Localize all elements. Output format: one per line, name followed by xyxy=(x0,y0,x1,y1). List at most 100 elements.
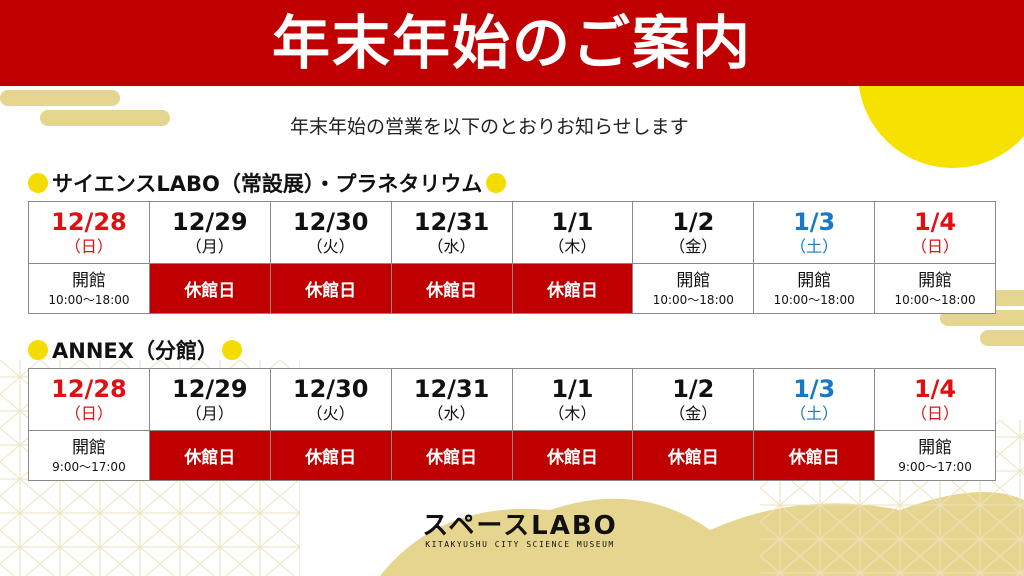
weekday-label: （日） xyxy=(64,403,113,423)
closed-label: 休館日 xyxy=(305,281,357,301)
date-label: 12/28 xyxy=(51,207,127,236)
opening-hours: 10:00～18:00 xyxy=(773,292,855,307)
date-label: 1/3 xyxy=(793,207,836,236)
weekday-label: （火） xyxy=(306,236,355,256)
date-cell: 1/4 （日） xyxy=(874,201,996,264)
closed-cell: 休館日 xyxy=(511,263,634,314)
schedule-table-science-labo: 12/28 （日） 12/29 （月） 12/30 （火） 12/31 （水） 1/1 （木） 1/… xyxy=(28,201,996,314)
open-cell: 開館 10:00～18:00 xyxy=(753,263,876,314)
closed-cell: 休館日 xyxy=(269,430,392,481)
status-row: 開館 9:00～17:00 休館日 休館日 休館日 休館日 休館日 休館日 開館 9:00～17:… xyxy=(28,430,996,481)
open-cell: 開館 10:00～18:00 xyxy=(874,263,996,314)
weekday-label: （土） xyxy=(790,403,839,423)
weekday-label: （水） xyxy=(427,403,476,423)
logo-wordmark: スペースLABO xyxy=(422,511,618,541)
closed-label: 休館日 xyxy=(667,448,719,468)
open-label: 開館 xyxy=(918,437,953,458)
open-label: 開館 xyxy=(676,270,711,291)
weekday-label: （日） xyxy=(911,403,960,423)
yellow-dot-icon xyxy=(28,340,48,360)
closed-label: 休館日 xyxy=(426,281,478,301)
date-cell: 12/31 （水） xyxy=(390,368,513,431)
closed-label: 休館日 xyxy=(305,448,357,468)
weekday-label: （木） xyxy=(548,403,597,423)
closed-cell: 休館日 xyxy=(753,430,876,481)
open-label: 開館 xyxy=(71,437,106,458)
open-label: 開館 xyxy=(797,270,832,291)
opening-hours: 10:00～18:00 xyxy=(894,292,976,307)
logo-subtitle: KITAKYUSHU CITY SCIENCE MUSEUM xyxy=(425,540,615,549)
date-cell: 1/1 （木） xyxy=(511,368,634,431)
date-cell: 12/29 （月） xyxy=(148,368,271,431)
date-row: 12/28 （日） 12/29 （月） 12/30 （火） 12/31 （水） 1/1 （木） 1/… xyxy=(28,368,996,431)
date-cell: 12/30 （火） xyxy=(269,201,392,264)
date-label: 1/1 xyxy=(551,207,594,236)
date-cell: 1/3 （土） xyxy=(753,368,876,431)
yellow-dot-icon xyxy=(486,173,507,193)
schedule-table-annex: 12/28 （日） 12/29 （月） 12/30 （火） 12/31 （水） 1/1 （木） 1/… xyxy=(28,368,996,481)
date-label: 12/30 xyxy=(292,207,369,236)
weekday-label: （月） xyxy=(185,236,234,256)
open-cell: 開館 10:00～18:00 xyxy=(28,263,150,314)
date-cell: 12/31 （水） xyxy=(390,201,513,264)
date-cell: 1/4 （日） xyxy=(874,368,996,431)
closed-label: 休館日 xyxy=(184,281,236,301)
date-label: 12/31 xyxy=(413,207,490,236)
closed-cell: 休館日 xyxy=(511,430,634,481)
section-title-science-labo: サイエンスLABO（常設展）・プラネタリウム xyxy=(28,168,507,198)
section-title-label: ANNEX（分館） xyxy=(52,339,218,363)
date-cell: 12/28 （日） xyxy=(28,368,150,431)
subtitle: 年末年始の営業を以下のとおりお知らせします xyxy=(290,116,689,138)
closed-cell: 休館日 xyxy=(148,263,271,314)
closed-label: 休館日 xyxy=(546,281,598,301)
date-label: 1/3 xyxy=(793,374,836,403)
yellow-dot-icon xyxy=(221,340,242,360)
open-cell: 開館 9:00～17:00 xyxy=(874,430,996,481)
date-cell: 12/29 （月） xyxy=(148,201,271,264)
closed-label: 休館日 xyxy=(788,448,840,468)
closed-cell: 休館日 xyxy=(632,430,755,481)
open-label: 開館 xyxy=(918,270,953,291)
date-label: 12/29 xyxy=(172,207,248,236)
date-label: 12/30 xyxy=(292,374,369,403)
date-label: 12/31 xyxy=(413,374,490,403)
open-cell: 開館 10:00～18:00 xyxy=(632,263,755,314)
closed-cell: 休館日 xyxy=(269,263,392,314)
date-cell: 12/30 （火） xyxy=(269,368,392,431)
section-title-annex: ANNEX（分館） xyxy=(28,335,242,365)
date-label: 1/4 xyxy=(913,374,957,403)
date-label: 1/1 xyxy=(551,374,594,403)
space-labo-logo: スペースLABO KITAKYUSHU CITY SCIENCE MUSEUM xyxy=(420,512,620,549)
yellow-dot-icon xyxy=(28,173,48,193)
page-title: 年末年始のご案内 xyxy=(271,9,752,77)
status-row: 開館 10:00～18:00 休館日 休館日 休館日 休館日 開館 10:00～18:00 開館… xyxy=(28,263,996,314)
weekday-label: （金） xyxy=(669,403,718,423)
date-cell: 1/1 （木） xyxy=(511,201,634,264)
date-label: 12/29 xyxy=(172,374,248,403)
date-cell: 1/3 （土） xyxy=(753,201,876,264)
date-cell: 1/2 （金） xyxy=(632,368,755,431)
closed-cell: 休館日 xyxy=(390,263,513,314)
date-label: 12/28 xyxy=(51,374,127,403)
weekday-label: （木） xyxy=(548,236,597,256)
date-label: 1/2 xyxy=(672,374,715,403)
date-label: 1/4 xyxy=(913,207,957,236)
weekday-label: （火） xyxy=(306,403,355,423)
weekday-label: （日） xyxy=(64,236,113,256)
closed-cell: 休館日 xyxy=(390,430,513,481)
closed-cell: 休館日 xyxy=(148,430,271,481)
closed-label: 休館日 xyxy=(426,448,478,468)
closed-label: 休館日 xyxy=(184,448,236,468)
weekday-label: （土） xyxy=(790,236,839,256)
section-title-label: サイエンスLABO（常設展）・プラネタリウム xyxy=(52,172,483,196)
open-cell: 開館 9:00～17:00 xyxy=(28,430,150,481)
date-label: 1/2 xyxy=(672,207,715,236)
weekday-label: （水） xyxy=(427,236,476,256)
cloud-decoration-top-left xyxy=(0,90,170,126)
date-cell: 12/28 （日） xyxy=(28,201,150,264)
opening-hours: 10:00～18:00 xyxy=(48,292,130,307)
weekday-label: （金） xyxy=(669,236,718,256)
closed-label: 休館日 xyxy=(546,448,598,468)
opening-hours: 9:00～17:00 xyxy=(898,459,972,474)
weekday-label: （月） xyxy=(185,403,234,423)
